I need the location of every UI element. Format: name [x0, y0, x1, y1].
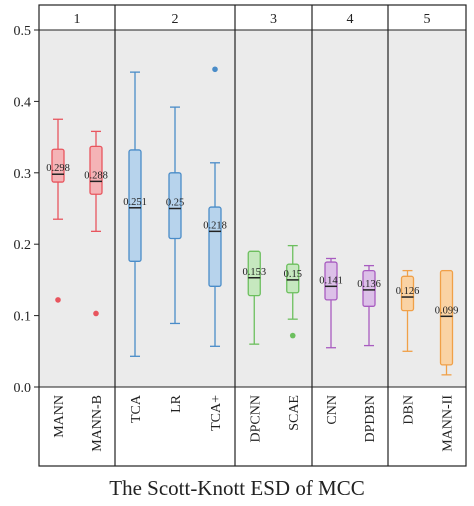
category-label: DBN: [402, 395, 417, 425]
category-label: DPDBN: [363, 395, 378, 442]
y-tick-label: 0.4: [14, 95, 32, 110]
rank-label: 2: [172, 12, 179, 27]
category-label: SCAE: [287, 395, 302, 431]
box-iqr: [362, 269, 376, 307]
y-tick-label: 0.2: [14, 238, 32, 253]
panel-background: [39, 30, 115, 387]
rank-label: 1: [74, 12, 81, 27]
category-label: TCA: [129, 394, 144, 423]
median-label: 0.251: [123, 197, 147, 208]
median-label: 0.126: [396, 286, 420, 297]
chart-frame: [38, 4, 467, 467]
outlier-point: [289, 332, 296, 339]
y-tick-label: 0.3: [14, 167, 32, 182]
outlier-point: [212, 66, 218, 73]
box-iqr: [208, 206, 222, 287]
median-label: 0.141: [319, 275, 343, 286]
median-label: 0.099: [435, 305, 459, 316]
panel-background: [388, 30, 466, 387]
box-iqr: [247, 250, 261, 297]
category-label: DPCNN: [248, 395, 263, 442]
panel-background: [312, 30, 388, 387]
rank-label: 5: [424, 12, 431, 27]
category-label: MANN: [52, 395, 67, 438]
category-label: CNN: [325, 395, 340, 425]
median-label: 0.153: [242, 267, 266, 278]
rank-label: 3: [270, 12, 277, 27]
panel-background: [235, 30, 312, 387]
y-tick-label: 0.0: [14, 381, 32, 396]
category-label: TCA+: [209, 395, 224, 431]
median-label: 0.25: [166, 198, 184, 209]
box-iqr: [439, 269, 454, 366]
median-label: 0.218: [203, 220, 227, 231]
category-label: MANN-II: [441, 395, 456, 452]
box-iqr: [400, 275, 415, 312]
box-iqr: [324, 261, 338, 301]
box-iqr: [168, 172, 182, 240]
outlier-point: [93, 310, 99, 317]
y-tick-label: 0.1: [14, 310, 32, 325]
median-label: 0.15: [284, 269, 302, 280]
median-label: 0.288: [84, 170, 108, 181]
chart-title: The Scott-Knott ESD of MCC: [109, 476, 365, 500]
median-label: 0.136: [357, 279, 381, 290]
median-label: 0.298: [46, 163, 70, 174]
box-iqr: [128, 149, 142, 262]
rank-label: 4: [347, 12, 354, 27]
category-label: MANN-B: [90, 395, 105, 452]
box-iqr: [286, 263, 300, 294]
box-iqr: [89, 145, 103, 195]
outlier-point: [55, 297, 61, 303]
y-tick-label: 0.5: [14, 24, 32, 39]
category-label: LR: [169, 394, 184, 413]
